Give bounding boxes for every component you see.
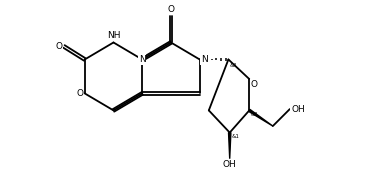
Text: &1: &1 <box>251 112 259 117</box>
Polygon shape <box>229 133 231 159</box>
Text: N: N <box>201 55 208 64</box>
Text: N: N <box>139 55 146 64</box>
Text: OH: OH <box>223 160 237 169</box>
Text: O: O <box>167 5 174 14</box>
Text: &1: &1 <box>230 63 238 68</box>
Text: O: O <box>77 89 84 98</box>
Text: O: O <box>56 42 63 51</box>
Text: OH: OH <box>291 105 305 114</box>
Text: NH: NH <box>107 31 120 40</box>
Text: &1: &1 <box>231 134 239 139</box>
Text: O: O <box>251 80 258 89</box>
Polygon shape <box>249 109 273 126</box>
